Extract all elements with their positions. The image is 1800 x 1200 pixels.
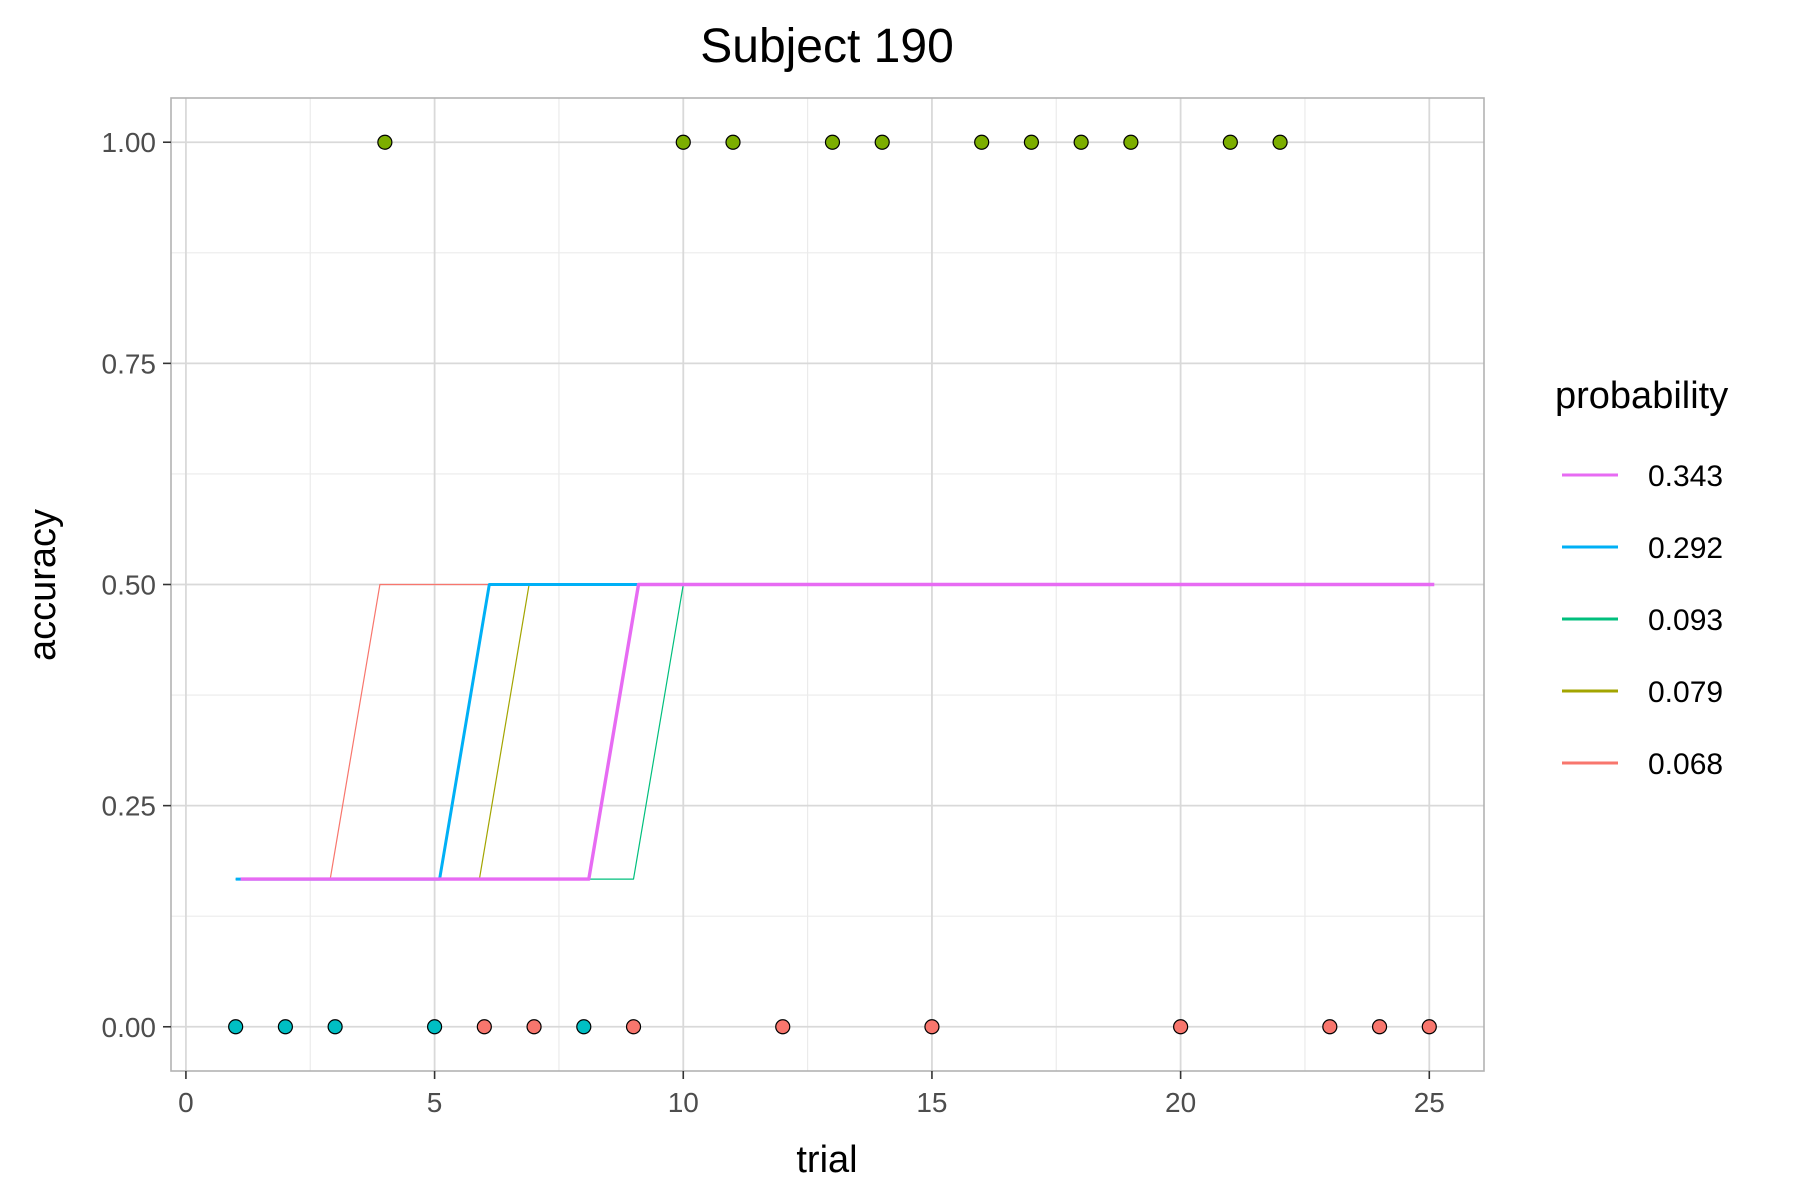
data-point bbox=[725, 134, 741, 150]
y-axis-title: accuracy bbox=[22, 509, 64, 661]
data-point bbox=[1222, 134, 1238, 150]
data-point bbox=[1272, 134, 1288, 150]
data-point bbox=[675, 134, 691, 150]
chart-title: Subject 190 bbox=[700, 20, 954, 73]
data-point bbox=[625, 1019, 642, 1035]
data-point bbox=[476, 1019, 492, 1035]
x-tick-label: 20 bbox=[1165, 1087, 1196, 1118]
series-lines bbox=[235, 582, 1435, 881]
data-point bbox=[1023, 134, 1040, 150]
data-point bbox=[1421, 1019, 1437, 1035]
x-tick-label: 25 bbox=[1414, 1087, 1445, 1118]
x-tick-label: 5 bbox=[427, 1087, 443, 1118]
data-point bbox=[874, 134, 890, 150]
data-point bbox=[377, 134, 393, 150]
legend-label: 0.343 bbox=[1648, 460, 1723, 493]
series-line-0-343 bbox=[240, 582, 1435, 881]
data-point bbox=[576, 1019, 592, 1035]
x-tick-label: 0 bbox=[178, 1087, 194, 1118]
data-point bbox=[1371, 1019, 1388, 1035]
data-point bbox=[277, 1019, 293, 1035]
x-tick-label: 15 bbox=[916, 1087, 947, 1118]
data-point bbox=[1073, 134, 1089, 150]
data-point bbox=[526, 1019, 542, 1035]
y-tick-label: 0.75 bbox=[102, 348, 157, 379]
legend: probability 0.343 0.292 0.093 0.079 0.068 bbox=[1555, 375, 1728, 781]
y-tick-label: 0.25 bbox=[102, 791, 157, 822]
y-tick-label: 1.00 bbox=[102, 127, 157, 158]
data-point bbox=[974, 134, 990, 150]
data-point bbox=[1173, 1019, 1189, 1035]
data-point bbox=[924, 1019, 940, 1035]
data-point bbox=[824, 134, 841, 150]
y-tick-label: 0.50 bbox=[102, 570, 157, 601]
x-tick-label: 10 bbox=[668, 1087, 699, 1118]
legend-label: 0.093 bbox=[1648, 604, 1723, 637]
legend-label: 0.292 bbox=[1648, 532, 1723, 565]
data-point bbox=[775, 1019, 791, 1035]
legend-title: probability bbox=[1555, 375, 1728, 417]
data-point bbox=[228, 1019, 244, 1035]
x-axis-title: trial bbox=[796, 1139, 857, 1181]
data-points bbox=[228, 134, 1437, 1035]
legend-label: 0.068 bbox=[1648, 748, 1723, 781]
x-axis: 0 5 10 15 20 25 bbox=[178, 1071, 1445, 1118]
data-point bbox=[1123, 134, 1139, 150]
data-point bbox=[426, 1019, 443, 1035]
legend-label: 0.079 bbox=[1648, 676, 1723, 709]
y-axis: 0.00 0.25 0.50 0.75 1.00 bbox=[102, 127, 171, 1043]
y-tick-label: 0.00 bbox=[102, 1012, 157, 1043]
data-point bbox=[1322, 1019, 1338, 1035]
data-point bbox=[327, 1019, 343, 1035]
